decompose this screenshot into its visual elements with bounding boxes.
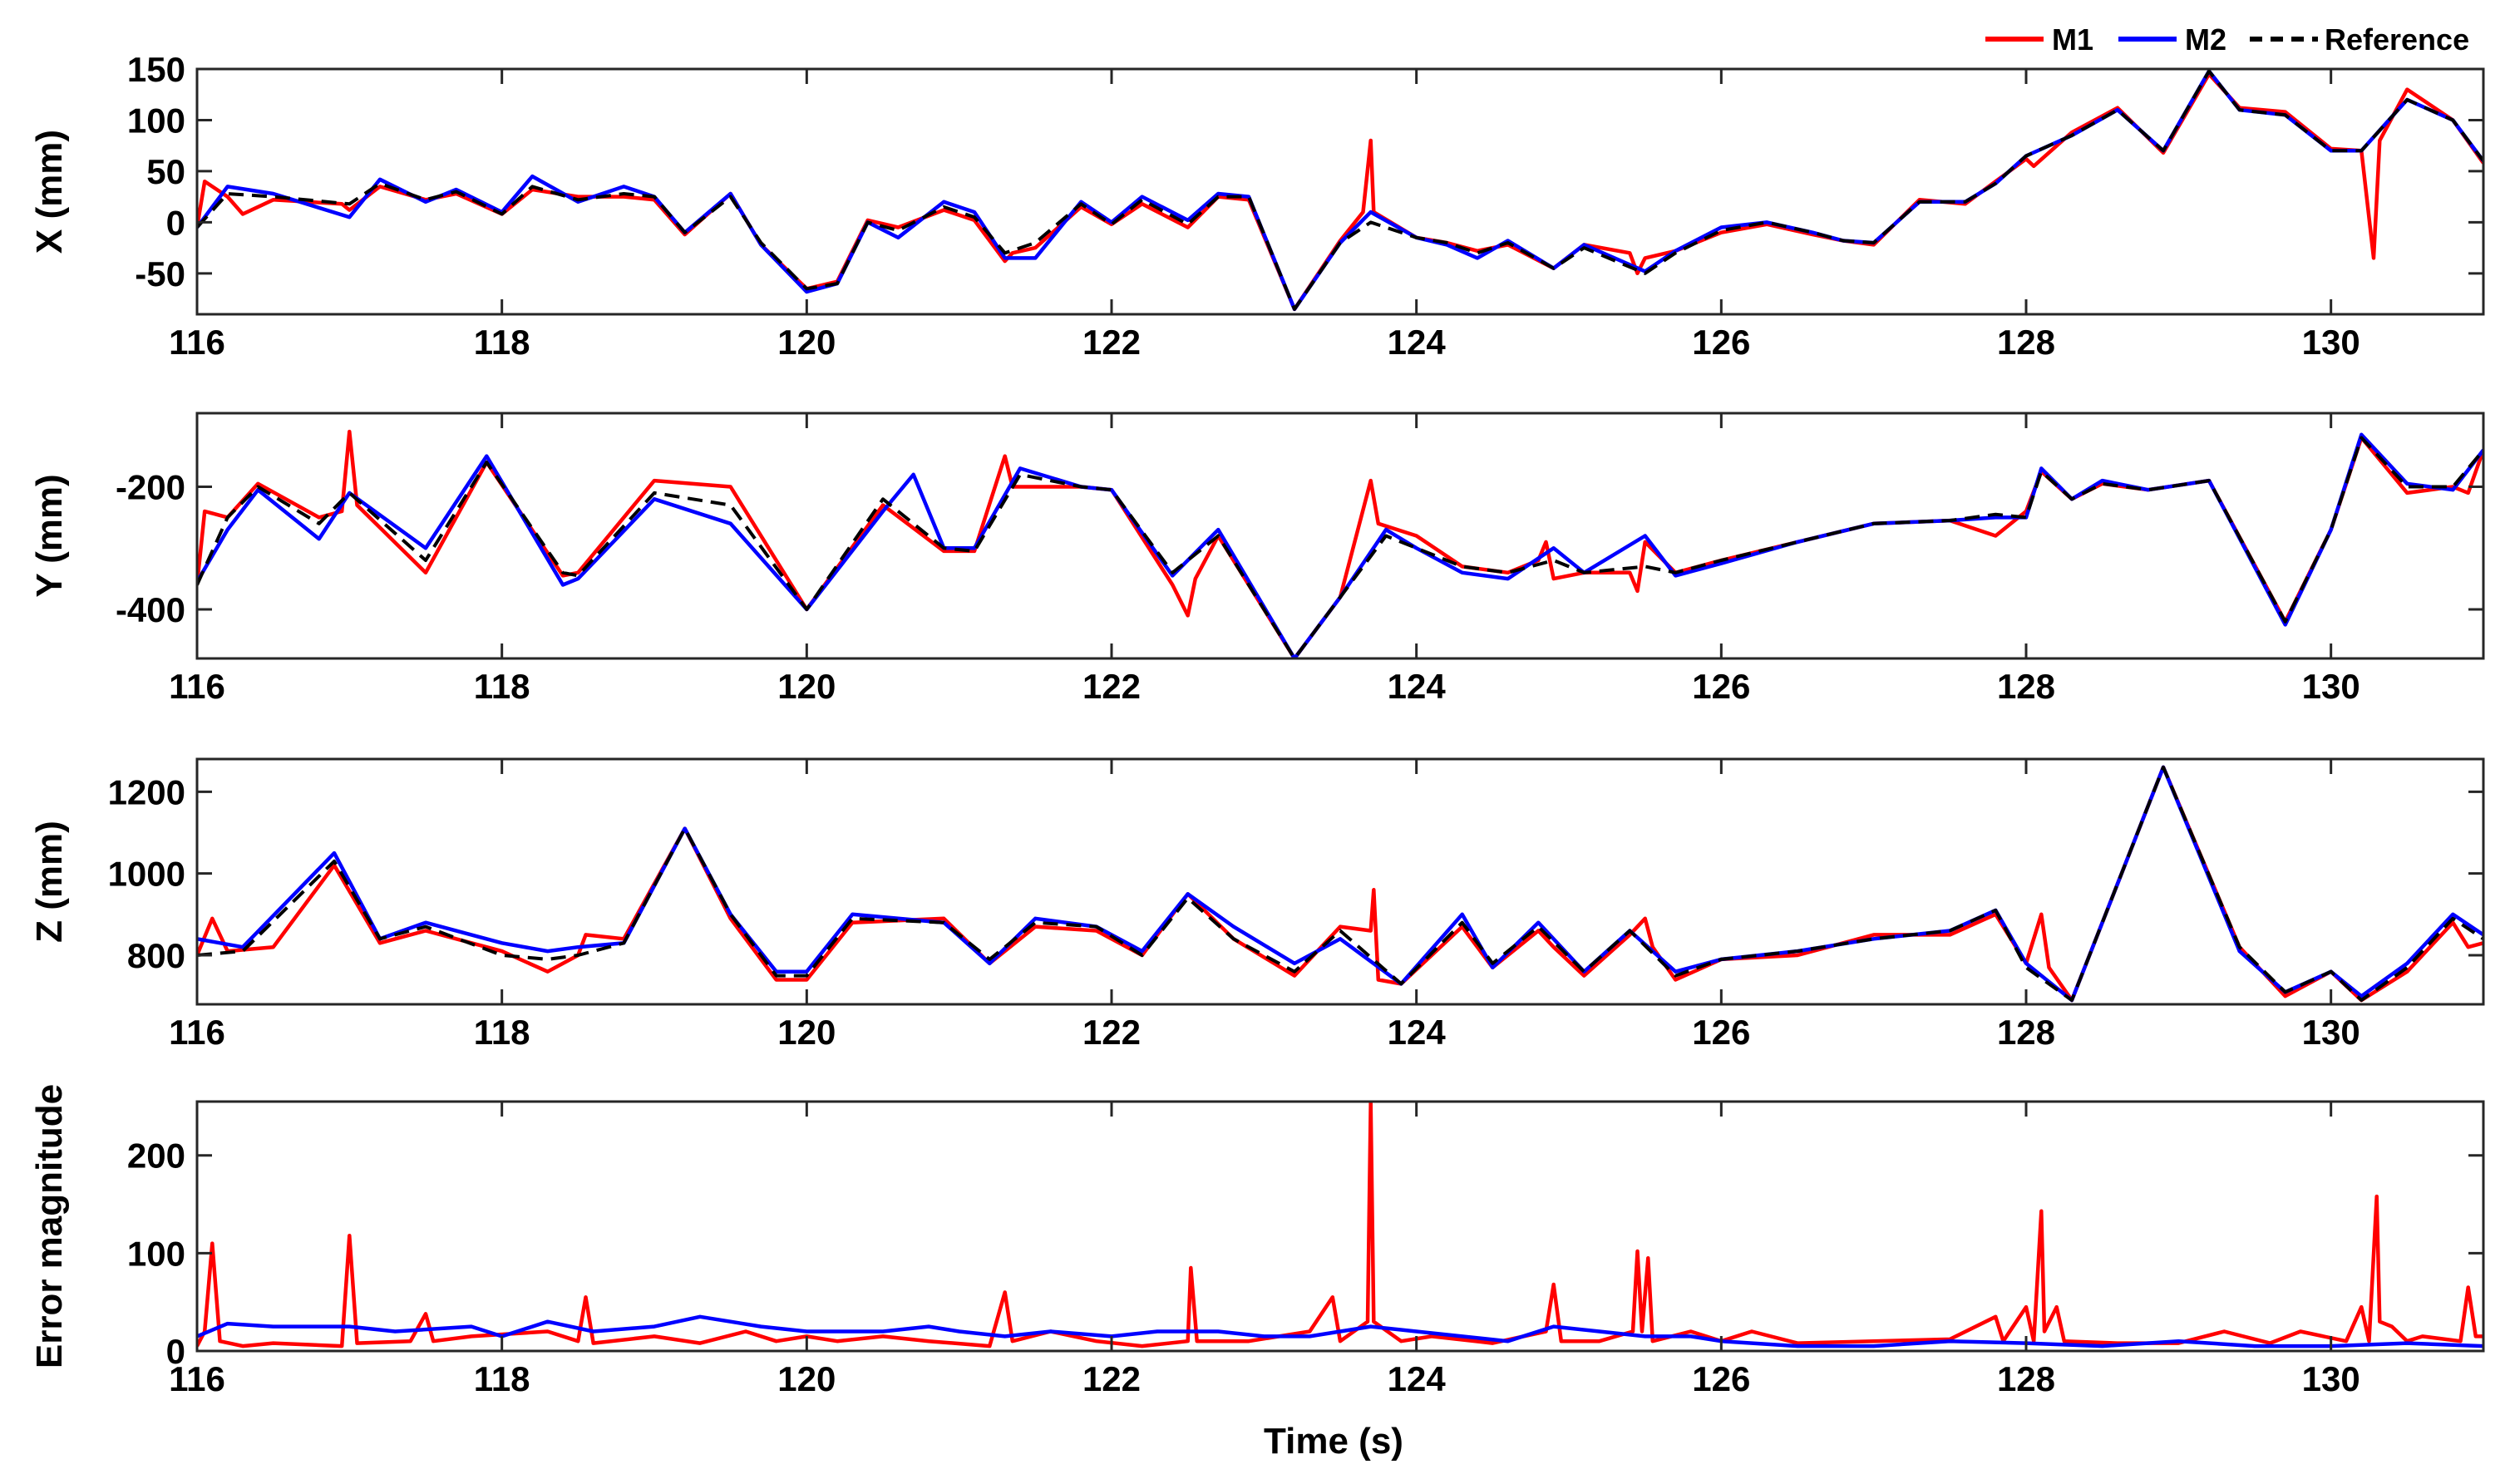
x-tick-label: 122 (1082, 323, 1141, 362)
series-m2-line (197, 1314, 2483, 1348)
x-tick-label: 128 (1997, 323, 2055, 362)
legend: M1 M2 Reference (1985, 22, 2469, 57)
y-tick-label: -200 (116, 468, 185, 507)
y-tick-label: 0 (166, 1332, 185, 1371)
x-tick-label: 122 (1082, 667, 1141, 706)
x-tick-label: 124 (1388, 667, 1447, 706)
x-tick-label: 124 (1388, 1013, 1447, 1052)
x-tick-label: 130 (2302, 1013, 2360, 1052)
y-axis-title: X (mm) (29, 130, 70, 254)
panel-1: 116 118 120 122 124 126 128 130 -50 0 50 100 150 X (m… (29, 50, 2485, 362)
x-tick-label: 120 (777, 323, 836, 362)
series-reference-line (197, 69, 2483, 311)
y-tick-label: 0 (166, 203, 185, 242)
x-tick-label: 116 (169, 1013, 225, 1052)
y-axis-title: Z (mm) (29, 821, 70, 943)
series-reference-line (197, 765, 2483, 1003)
series-reference-line (197, 436, 2483, 658)
x-tick-label: 128 (1997, 667, 2055, 706)
x-axis-title: Time (s) (1264, 1421, 1403, 1462)
x-tick-label: 116 (169, 667, 225, 706)
panel-3: 116 118 120 122 124 126 128 130 800 1000 1200 Z (mm… (29, 757, 2485, 1052)
x-tick-label: 116 (169, 1359, 225, 1398)
x-tick-label: 118 (474, 1359, 530, 1398)
axes-box (195, 757, 2485, 1006)
y-tick-label: 50 (146, 152, 185, 191)
x-tick-label: 130 (2302, 1359, 2360, 1398)
x-tick-label: 130 (2302, 323, 2360, 362)
x-tick-label: 126 (1692, 1359, 1750, 1398)
x-tick-label: 130 (2302, 667, 2360, 706)
y-axis-title: Error magnitude (29, 1084, 70, 1368)
series-m2-line (197, 69, 2483, 312)
x-tick-label: 120 (777, 1359, 836, 1398)
axes-box (195, 412, 2485, 660)
x-tick-label: 124 (1388, 1359, 1447, 1398)
y-axis-title: Y (mm) (29, 474, 70, 597)
y-tick-label: 100 (127, 101, 185, 140)
y-tick-label: 1000 (108, 855, 185, 894)
legend-label-reference: Reference (2325, 22, 2469, 57)
y-tick-label: -400 (116, 590, 185, 629)
y-tick-label: 1200 (108, 772, 185, 811)
y-tick-label: 100 (127, 1234, 185, 1273)
x-tick-label: 124 (1388, 323, 1447, 362)
x-tick-label: 120 (777, 667, 836, 706)
x-tick-label: 122 (1082, 1359, 1141, 1398)
series-m2-line (197, 765, 2483, 1003)
series-m2-line (197, 432, 2483, 658)
y-tick-label: 150 (127, 50, 185, 89)
x-tick-label: 118 (474, 323, 530, 362)
panel-2: 116 118 120 122 124 126 128 130 -400 -200 Y (mm) (29, 412, 2485, 706)
x-tick-label: 118 (474, 667, 530, 706)
x-tick-label: 116 (169, 323, 225, 362)
y-tick-label: -50 (135, 254, 185, 293)
x-tick-label: 118 (474, 1013, 530, 1052)
series-m1-line (197, 71, 2483, 312)
x-tick-label: 122 (1082, 1013, 1141, 1052)
y-tick-label: 200 (127, 1136, 185, 1176)
y-tick-label: 800 (127, 936, 185, 975)
legend-label-m1: M1 (2052, 22, 2093, 57)
x-tick-label: 126 (1692, 667, 1750, 706)
x-tick-label: 128 (1997, 1013, 2055, 1052)
series-m1-line (197, 1102, 2483, 1348)
x-tick-label: 128 (1997, 1359, 2055, 1398)
axes-box (195, 1100, 2485, 1353)
x-tick-label: 120 (777, 1013, 836, 1052)
panel-4: 116 118 120 122 124 126 128 130 0 100 200 Error mag… (29, 1084, 2485, 1398)
axes-box (195, 67, 2485, 316)
series-m1-line (197, 765, 2483, 1003)
x-tick-label: 126 (1692, 1013, 1750, 1052)
x-tick-label: 126 (1692, 323, 1750, 362)
panels-group: 116 118 120 122 124 126 128 130 -50 0 50 100 150 X (m… (29, 50, 2485, 1398)
legend-label-m2: M2 (2185, 22, 2226, 57)
